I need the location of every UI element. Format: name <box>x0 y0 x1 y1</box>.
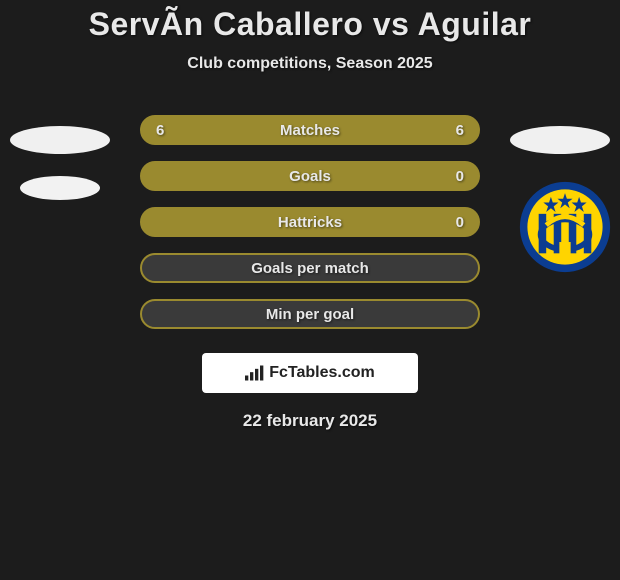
stat-pill-mpg: Min per goal <box>140 299 480 329</box>
stat-value-right: 6 <box>434 122 464 139</box>
stats-list: 6 Matches 6 Goals 0 Hattricks 0 Goals pe… <box>0 107 620 337</box>
stat-pill-goals: Goals 0 <box>140 161 480 191</box>
stat-row: 6 Matches 6 <box>0 107 620 153</box>
stat-row: Min per goal <box>0 291 620 337</box>
stat-label: Goals <box>186 168 434 185</box>
comparison-card: ServÃ­n Caballero vs Aguilar Club compet… <box>0 0 620 431</box>
stat-row: Hattricks 0 <box>0 199 620 245</box>
stat-value-right: 0 <box>434 168 464 185</box>
stat-pill-hattricks: Hattricks 0 <box>140 207 480 237</box>
stat-pill-matches: 6 Matches 6 <box>140 115 480 145</box>
stat-pill-gpm: Goals per match <box>140 253 480 283</box>
stat-label: Goals per match <box>156 260 464 277</box>
stat-label: Min per goal <box>156 306 464 323</box>
fctables-link[interactable]: FcTables.com <box>202 353 418 393</box>
subtitle: Club competitions, Season 2025 <box>0 55 620 73</box>
page-title: ServÃ­n Caballero vs Aguilar <box>0 0 620 43</box>
bar-chart-icon <box>245 365 265 381</box>
stat-value-right: 0 <box>434 214 464 231</box>
fctables-label: FcTables.com <box>269 364 375 382</box>
stat-label: Matches <box>186 122 434 139</box>
stat-label: Hattricks <box>186 214 434 231</box>
stat-value-left: 6 <box>156 122 186 139</box>
date-label: 22 february 2025 <box>0 411 620 431</box>
stat-row: Goals per match <box>0 245 620 291</box>
stat-row: Goals 0 <box>0 153 620 199</box>
